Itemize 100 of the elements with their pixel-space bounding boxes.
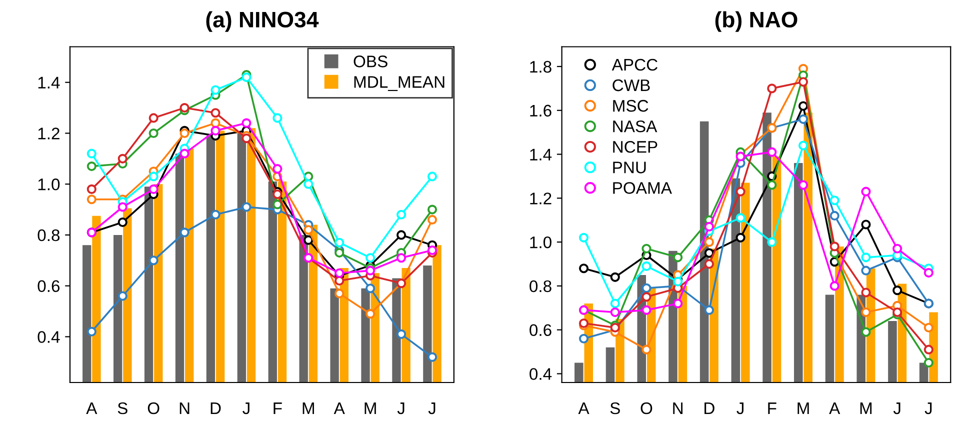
x-tick-label: A xyxy=(86,402,98,414)
point xyxy=(210,118,220,128)
point xyxy=(704,237,714,247)
point xyxy=(610,298,620,308)
point xyxy=(272,200,282,210)
y-tick-label: 1.2 xyxy=(530,192,552,204)
point xyxy=(118,291,128,301)
point xyxy=(861,307,871,318)
point xyxy=(924,358,934,368)
legend-label: PNU xyxy=(613,162,646,174)
x-tick-label: S xyxy=(610,402,620,414)
point xyxy=(736,152,746,162)
y-tick-label: 1.4 xyxy=(530,148,552,160)
legend-label: OBS xyxy=(354,56,388,68)
x-tick-label: J xyxy=(736,402,744,414)
point xyxy=(861,266,871,276)
point xyxy=(334,288,344,298)
point xyxy=(642,344,652,354)
point xyxy=(924,344,934,354)
point xyxy=(86,194,96,204)
point xyxy=(272,164,282,174)
point xyxy=(148,172,158,182)
point xyxy=(242,118,252,128)
point xyxy=(924,322,934,332)
point xyxy=(861,220,871,230)
y-tick-label: 1.0 xyxy=(530,236,552,248)
point xyxy=(861,327,871,337)
point xyxy=(118,154,128,164)
point xyxy=(210,126,220,136)
x-tick-label: D xyxy=(704,402,714,414)
point xyxy=(148,256,158,266)
point xyxy=(578,264,589,274)
point xyxy=(86,162,96,172)
point xyxy=(830,242,840,252)
x-tick-label: F xyxy=(274,402,282,414)
x-tick-label: F xyxy=(768,402,776,414)
x-tick-label: O xyxy=(640,402,652,414)
point xyxy=(798,101,808,111)
point xyxy=(767,84,777,94)
x-tick-label: A xyxy=(578,402,590,414)
legend-label: MSC xyxy=(613,100,648,112)
point xyxy=(334,268,344,278)
y-tick-label: 1.0 xyxy=(38,178,60,190)
legend-label: POAMA xyxy=(613,182,672,194)
x-tick-label: J xyxy=(924,402,932,414)
legend-label: CWB xyxy=(612,79,650,92)
point xyxy=(210,85,220,95)
point xyxy=(148,128,158,138)
point xyxy=(366,284,376,294)
y-tick-label: 1.2 xyxy=(38,128,60,140)
point xyxy=(396,253,406,263)
legend-label: APCC xyxy=(612,58,658,71)
x-tick-label: J xyxy=(397,402,404,414)
point xyxy=(427,204,438,214)
y-tick-label: 1.8 xyxy=(530,60,552,73)
point xyxy=(366,266,376,276)
point xyxy=(830,281,840,291)
legend-label: NCEP xyxy=(613,141,658,153)
point xyxy=(673,298,683,308)
point xyxy=(736,232,746,242)
point xyxy=(704,305,714,315)
point xyxy=(427,352,438,362)
point xyxy=(210,108,220,118)
point xyxy=(118,202,128,212)
point xyxy=(642,292,652,302)
y-tick-label: 0.6 xyxy=(38,280,60,292)
x-tick-label: A xyxy=(829,402,840,414)
point xyxy=(642,283,652,293)
point xyxy=(642,244,652,254)
point xyxy=(148,184,158,194)
point xyxy=(578,232,589,242)
point xyxy=(673,252,683,262)
point xyxy=(304,179,314,189)
point xyxy=(798,77,808,87)
point xyxy=(578,318,589,328)
point xyxy=(272,189,282,200)
point xyxy=(736,213,746,223)
x-tick-label: M xyxy=(798,402,809,414)
point xyxy=(704,248,714,258)
point xyxy=(861,288,871,298)
point xyxy=(642,261,652,271)
point xyxy=(892,307,902,318)
point xyxy=(242,134,252,144)
point xyxy=(334,248,344,258)
point xyxy=(272,113,282,123)
point xyxy=(798,114,808,124)
point xyxy=(427,214,438,225)
point xyxy=(366,253,376,263)
x-tick-label: S xyxy=(118,402,128,414)
legend-label: MDL_MEAN xyxy=(354,76,444,92)
point xyxy=(180,103,190,113)
point xyxy=(86,148,96,158)
point xyxy=(861,252,871,262)
x-tick-label: D xyxy=(210,402,221,414)
y-tick-label: 1.6 xyxy=(530,104,552,117)
x-tick-label: J xyxy=(428,402,436,414)
point xyxy=(736,186,746,196)
point xyxy=(396,210,406,220)
point xyxy=(180,128,190,138)
point xyxy=(924,268,934,278)
